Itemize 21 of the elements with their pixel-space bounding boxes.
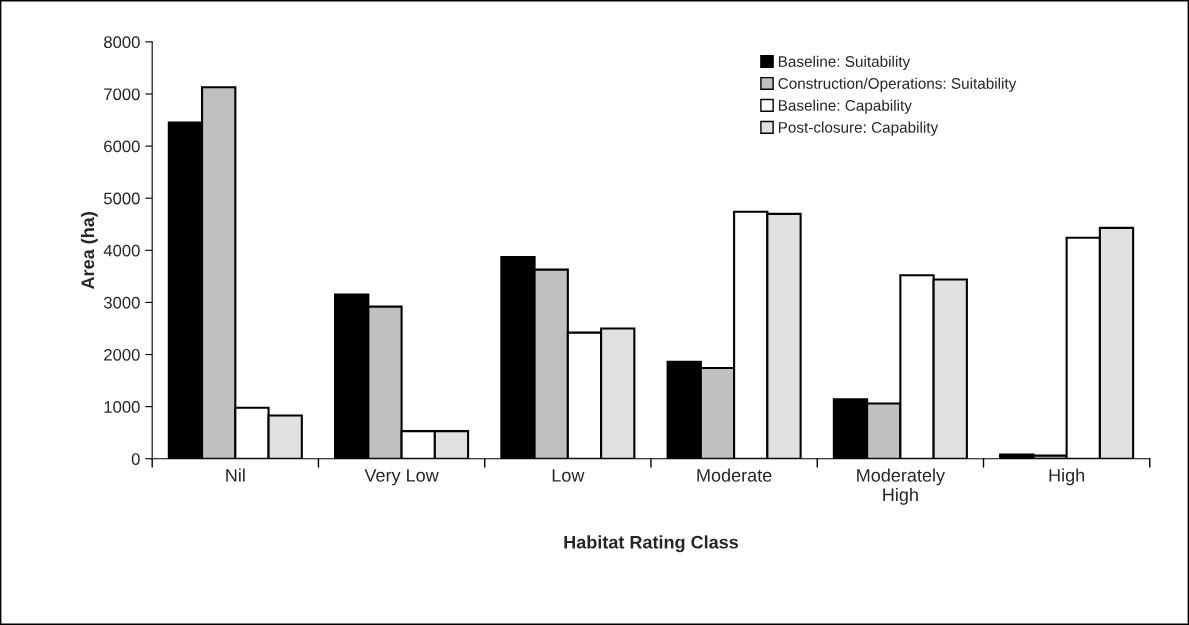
x-axis-title: Habitat Rating Class	[564, 535, 739, 553]
y-tick-label: 7000	[104, 88, 140, 101]
legend-label: Baseline: Capability	[778, 99, 912, 114]
legend-label: Baseline: Suitability	[778, 55, 911, 70]
x-tick-label: Nil	[226, 468, 245, 482]
y-axis-title: Area (ha)	[80, 212, 98, 289]
y-tick-label: 6000	[104, 140, 140, 153]
y-tick-label: 1000	[104, 401, 140, 413]
y-tick-label: 2000	[104, 348, 140, 361]
y-tick-label: 8000	[104, 36, 140, 49]
y-tick-label: 5000	[103, 192, 140, 205]
y-tick-label: 4000	[103, 244, 140, 257]
y-tick-label: 0	[131, 453, 140, 465]
x-tick-label: High	[1049, 468, 1085, 486]
legend-label: Post-closure: Capability	[778, 121, 939, 136]
legend-label: Construction/Operations: Suitability	[778, 77, 1017, 92]
x-tick-label: Moderate	[697, 468, 772, 482]
x-tick-label: Moderately High	[857, 468, 945, 505]
y-tick-label: 3000	[103, 296, 140, 309]
x-tick-label: Very Low	[364, 469, 439, 486]
x-tick-label: Low	[552, 469, 585, 482]
